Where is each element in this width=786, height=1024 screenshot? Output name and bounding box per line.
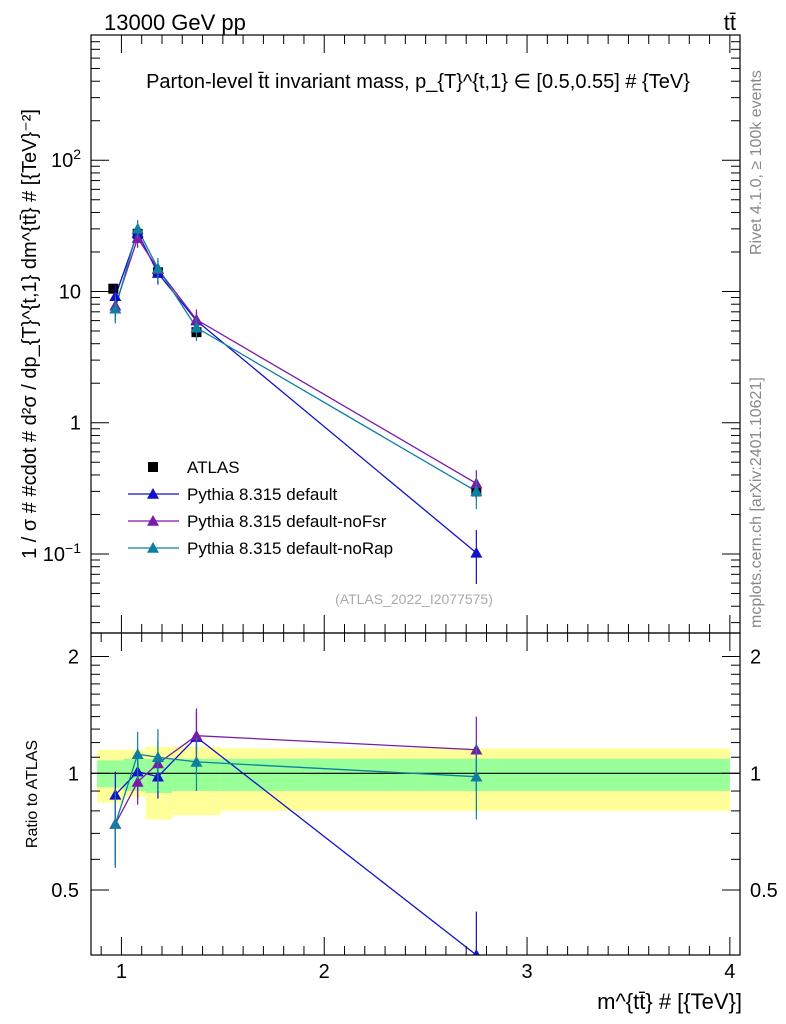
data-point-triangle [109, 302, 122, 314]
ratio-y-tick-label-right: 0.5 [750, 880, 778, 902]
legend-label: Pythia 8.315 default [187, 485, 338, 504]
ratio-y-tick-label: 1 [68, 763, 79, 785]
ratio-point-triangle [190, 729, 203, 741]
x-tick-label: 4 [724, 961, 735, 983]
main-y-axis: 10−1 1 10 102 [43, 34, 740, 633]
ratio-y-tick-label: 0.5 [51, 880, 79, 902]
ratio-point-triangle [190, 755, 203, 767]
ratio-axes: 0.5 0.5 1 1 2 2 1 2 3 4 [51, 633, 778, 983]
x-tick-label: 3 [521, 961, 532, 983]
legend-marker-triangle [147, 515, 159, 526]
x-tick-label: 2 [319, 961, 330, 983]
ratio-point-triangle [131, 775, 144, 787]
legend: ATLAS Pythia 8.315 default Pythia 8.315 de… [128, 458, 393, 558]
ratio-y-tick-label-right: 2 [750, 647, 761, 669]
legend-label: ATLAS [187, 458, 240, 477]
main-y-axis-label: 1 / σ # #cdot # d²σ / dp_{T}^{t,1} dm^{t… [19, 109, 41, 559]
ratio-point-triangle [131, 748, 144, 760]
legend-label: Pythia 8.315 default-noRap [187, 539, 393, 558]
main-panel: 10−1 1 10 102 Parton-level t̄t invariant ma… [19, 34, 741, 634]
main-y-tick-label: 10 [59, 281, 81, 303]
mcplots-label: mcplots.cern.ch [arXiv:2401.10621] [748, 377, 765, 628]
ratio-point-triangle [473, 949, 480, 955]
main-title: Parton-level t̄t invariant mass, p_{T}^{… [146, 71, 690, 93]
main-y-tick-label: 102 [51, 146, 81, 172]
x-tick-label: 1 [116, 961, 127, 983]
analysis-watermark: (ATLAS_2022_I2077575) [335, 591, 493, 607]
legend-marker-triangle [147, 488, 159, 499]
legend-marker-square [148, 462, 158, 472]
ratio-frame [90, 632, 741, 956]
data-point-triangle [470, 546, 483, 558]
data-point-triangle [470, 485, 483, 497]
main-y-tick-label: 1 [70, 413, 81, 435]
data-point-triangle [151, 262, 164, 274]
ratio-plot-marks [109, 708, 483, 955]
ratio-panel: 0.5 0.5 1 1 2 2 1 2 3 4 Ratio to ATLAS m^{tt̄} # … [24, 632, 778, 1014]
rivet-version-label: Rivet 4.1.0, ≥ 100k events [748, 70, 765, 255]
data-point-square [108, 283, 119, 294]
x-axis-label: m^{tt̄} # [{TeV}] [597, 989, 742, 1014]
ratio-y-tick-label: 2 [68, 647, 79, 669]
legend-marker-triangle [147, 542, 159, 553]
ratio-point-triangle [109, 818, 122, 829]
ratio-y-axis-label: Ratio to ATLAS [24, 740, 41, 848]
legend-label: Pythia 8.315 default-noFsr [187, 512, 387, 531]
data-point-triangle [131, 222, 144, 234]
series-line [114, 231, 477, 554]
ratio-y-tick-label-right: 1 [750, 763, 761, 785]
ratio-point-triangle [470, 770, 483, 782]
ratio-point-triangle [151, 751, 164, 763]
data-point-triangle [190, 321, 203, 333]
header-process-label: tt̄ [724, 10, 736, 35]
ratio-uncertainty-bands [91, 746, 740, 820]
header-collision-label: 13000 GeV pp [104, 10, 246, 35]
series-line [114, 236, 477, 484]
ratio-series-group [109, 708, 483, 955]
main-plot-marks [108, 220, 483, 585]
main-y-tick-label: 10−1 [43, 540, 81, 566]
